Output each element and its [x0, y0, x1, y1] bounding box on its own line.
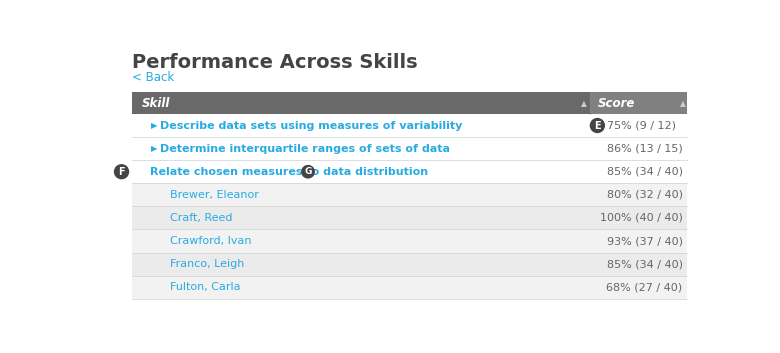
Circle shape — [302, 166, 314, 178]
Text: Skill: Skill — [142, 97, 170, 110]
FancyBboxPatch shape — [133, 207, 686, 229]
FancyBboxPatch shape — [133, 92, 686, 114]
Text: Determine interquartile ranges of sets of data: Determine interquartile ranges of sets o… — [159, 144, 449, 154]
Text: 93% (37 / 40): 93% (37 / 40) — [607, 236, 682, 246]
Text: ▲: ▲ — [580, 99, 587, 108]
Text: 86% (13 / 15): 86% (13 / 15) — [607, 144, 682, 154]
Text: F: F — [119, 167, 125, 177]
Text: 85% (34 / 40): 85% (34 / 40) — [607, 259, 682, 269]
FancyBboxPatch shape — [590, 92, 686, 114]
FancyBboxPatch shape — [133, 137, 686, 160]
Circle shape — [590, 119, 604, 132]
FancyBboxPatch shape — [133, 252, 686, 276]
FancyBboxPatch shape — [133, 183, 686, 207]
Text: 75% (9 / 12): 75% (9 / 12) — [608, 120, 676, 131]
Text: E: E — [594, 120, 601, 131]
Circle shape — [115, 165, 129, 179]
Text: Fulton, Carla: Fulton, Carla — [169, 282, 240, 292]
Text: 100% (40 / 40): 100% (40 / 40) — [600, 213, 682, 223]
Text: < Back: < Back — [133, 71, 175, 84]
Text: Brewer, Eleanor: Brewer, Eleanor — [169, 190, 258, 200]
Text: Craft, Reed: Craft, Reed — [169, 213, 232, 223]
Text: Performance Across Skills: Performance Across Skills — [133, 53, 418, 72]
Text: Relate chosen measures to data distribution: Relate chosen measures to data distribut… — [151, 167, 428, 177]
Text: Score: Score — [597, 97, 635, 110]
FancyBboxPatch shape — [133, 229, 686, 252]
FancyBboxPatch shape — [133, 276, 686, 299]
Text: G: G — [304, 167, 312, 176]
Text: ▶: ▶ — [151, 121, 158, 130]
Text: 68% (27 / 40): 68% (27 / 40) — [607, 282, 682, 292]
Text: ▼: ▼ — [142, 167, 148, 176]
Text: 85% (34 / 40): 85% (34 / 40) — [607, 167, 682, 177]
FancyBboxPatch shape — [133, 114, 686, 137]
Text: ▶: ▶ — [151, 144, 158, 153]
Text: Crawford, Ivan: Crawford, Ivan — [169, 236, 251, 246]
Text: Franco, Leigh: Franco, Leigh — [169, 259, 244, 269]
Text: 80% (32 / 40): 80% (32 / 40) — [607, 190, 682, 200]
Text: Describe data sets using measures of variability: Describe data sets using measures of var… — [159, 120, 462, 131]
Text: ▲: ▲ — [679, 99, 686, 108]
FancyBboxPatch shape — [133, 160, 686, 183]
